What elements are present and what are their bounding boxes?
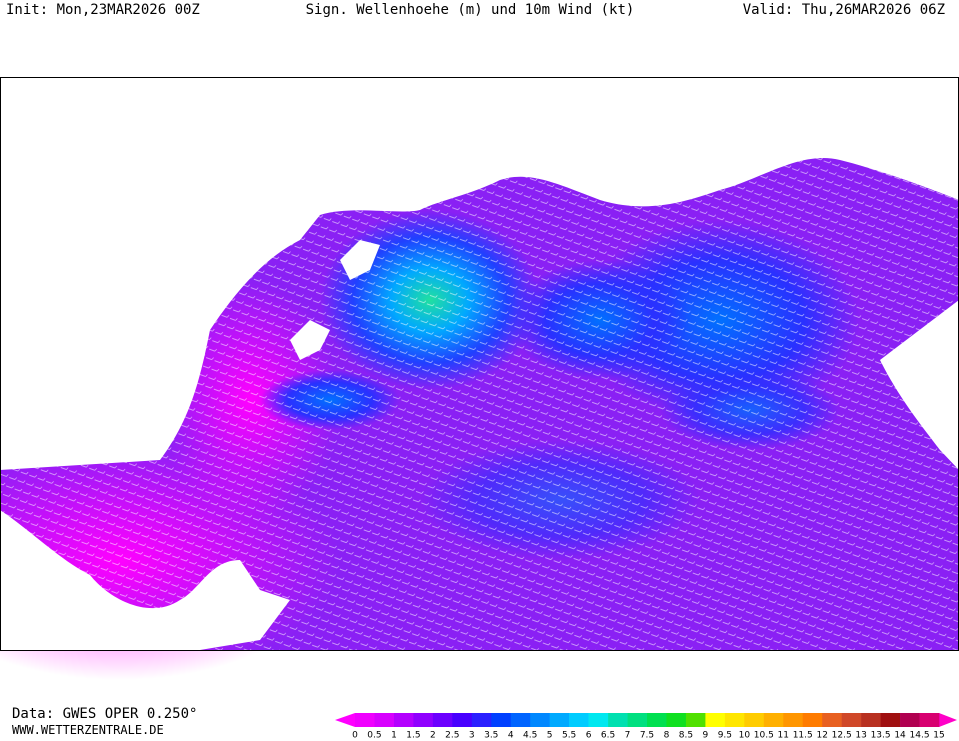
colorbar-label: 4 <box>508 731 514 741</box>
colorbar-swatch <box>413 713 434 727</box>
colorbar-swatch <box>374 713 395 727</box>
colorbar-swatch <box>802 713 823 727</box>
colorbar-label: 13 <box>855 731 866 741</box>
colorbar-swatch <box>919 713 940 727</box>
colorbar-label: 1 <box>391 731 397 741</box>
colorbar-swatch <box>355 713 375 727</box>
colorbar-swatch <box>471 713 492 727</box>
colorbar-swatch <box>530 713 550 727</box>
colorbar-label: 7.5 <box>640 731 654 741</box>
colorbar-label: 0 <box>352 731 358 741</box>
colorbar-swatch <box>744 713 765 727</box>
colorbar-label: 9 <box>703 731 709 741</box>
colorbar-label: 10.5 <box>754 731 774 741</box>
colorbar-swatch <box>588 713 609 727</box>
colorbar-label: 10 <box>739 731 751 741</box>
init-time: Init: Mon,23MAR2026 00Z <box>6 2 200 18</box>
website: WWW.WETTERZENTRALE.DE <box>12 723 164 737</box>
colorbar-swatch <box>569 713 589 727</box>
colorbar-label: 12.5 <box>832 731 852 741</box>
colorbar-label: 13.5 <box>871 731 891 741</box>
colorbar-label: 15 <box>933 731 944 741</box>
colorbar-swatch <box>685 713 706 727</box>
colorbar-swatch <box>724 713 745 727</box>
colorbar-swatch <box>822 713 842 727</box>
colorbar-swatch <box>491 713 512 727</box>
colorbar-label: 12 <box>816 731 827 741</box>
colorbar-label: 7 <box>625 731 631 741</box>
colorbar-label: 9.5 <box>718 731 732 741</box>
colorbar-label: 11 <box>778 731 789 741</box>
colorbar-swatch <box>666 713 687 727</box>
colorbar-swatch <box>861 713 881 727</box>
colorbar-swatch <box>763 713 784 727</box>
colorbar-swatch <box>783 713 804 727</box>
colorbar-swatch <box>880 713 901 727</box>
colorbar-swatch <box>900 713 920 727</box>
colorbar-label: 4.5 <box>523 731 537 741</box>
colorbar-swatch <box>393 713 414 727</box>
colorbar-label: 1.5 <box>406 731 420 741</box>
colorbar-label: 14.5 <box>910 731 930 741</box>
colorbar-label: 5 <box>547 731 553 741</box>
colorbar: 0 0.5 1 1.5 2 2.5 3 3.5 4 4.5 5 5.5 6 6.5 7 7.5 8 8.5 9 9.5… <box>335 713 957 741</box>
colorbar-label: 8.5 <box>679 731 693 741</box>
colorbar-label: 5.5 <box>562 731 576 741</box>
colorbar-swatch <box>549 713 570 727</box>
colorbar-swatch <box>510 713 531 727</box>
colorbar-swatch <box>705 713 726 727</box>
colorbar-swatch <box>608 713 628 727</box>
colorbar-label: 6 <box>586 731 592 741</box>
colorbar-label: 8 <box>664 731 670 741</box>
colorbar-swatch <box>432 713 453 727</box>
map <box>0 77 959 680</box>
colorbar-label: 3 <box>469 731 475 741</box>
colorbar-label: 11.5 <box>793 731 813 741</box>
colorbar-label: 3.5 <box>484 731 498 741</box>
colorbar-label: 0.5 <box>367 731 381 741</box>
colorbar-label: 6.5 <box>601 731 615 741</box>
colorbar-label: 14 <box>894 731 906 741</box>
colorbar-over <box>939 713 957 727</box>
colorbar-under <box>335 713 355 727</box>
colorbar-swatch <box>627 713 648 727</box>
colorbar-swatch <box>452 713 473 727</box>
colorbar-label: 2 <box>430 731 436 741</box>
data-source: Data: GWES OPER 0.250° <box>12 706 197 722</box>
colorbar-swatch <box>647 713 667 727</box>
map-title: Sign. Wellenhoehe (m) und 10m Wind (kt) <box>306 2 635 18</box>
colorbar-swatch <box>841 713 862 727</box>
colorbar-label: 2.5 <box>445 731 459 741</box>
valid-time: Valid: Thu,26MAR2026 06Z <box>743 2 945 18</box>
